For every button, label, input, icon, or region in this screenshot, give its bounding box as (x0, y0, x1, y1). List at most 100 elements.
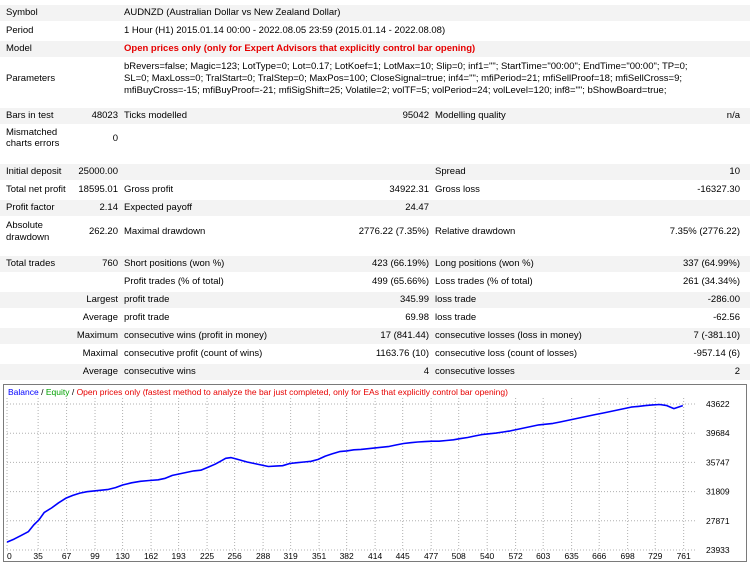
chart-grid (6, 398, 697, 551)
test-report: Symbol AUDNZD (Australian Dollar vs New … (0, 5, 750, 380)
largest-loss-value: -286.00 (707, 294, 740, 305)
x-tick-label: 603 (536, 551, 550, 561)
parameters-line-1: bRevers=false; Magic=123; LotType=0; Lot… (124, 61, 688, 72)
x-tick-label: 540 (480, 551, 494, 561)
average-loss-value: -62.56 (713, 312, 740, 323)
short-positions-label: Short positions (won %) (124, 258, 225, 269)
x-tick-label: 256 (228, 551, 242, 561)
average-loss-label: loss trade (435, 312, 477, 323)
x-tick-label: 130 (115, 551, 129, 561)
long-positions-value: 337 (64.99%) (682, 258, 740, 269)
max-wins-label: consecutive wins (profit in money) (124, 330, 268, 341)
row-largest: Largest profit trade 345.99 loss trade -… (0, 292, 750, 308)
avg-cons-label: Average (82, 366, 118, 377)
legend-equity: Equity (46, 387, 70, 397)
x-tick-label: 761 (677, 551, 691, 561)
gross-profit-value: 34922.31 (389, 184, 429, 195)
x-tick-label: 666 (592, 551, 606, 561)
long-positions-label: Long positions (won %) (435, 258, 534, 269)
expected-payoff-label: Expected payoff (124, 202, 192, 213)
mismatch-value: 0 (112, 133, 118, 144)
row-maximal: Maximal consecutive profit (count of win… (0, 346, 750, 362)
row-period: Period 1 Hour (H1) 2015.01.14 00:00 - 20… (0, 23, 750, 39)
max-cons-profit-label: consecutive profit (count of wins) (124, 348, 263, 359)
abs-drawdown-value: 262.20 (88, 226, 118, 237)
x-tick-label: 35 (33, 551, 43, 561)
row-drawdown: Absolute drawdown 262.20 Maximal drawdow… (0, 218, 750, 246)
row-maximum: Maximum consecutive wins (profit in mone… (0, 328, 750, 344)
row-mismatch: Mismatched charts errors 0 (0, 126, 750, 152)
row-average-consecutive: Average consecutive wins 4 consecutive l… (0, 364, 750, 380)
y-tick-label: 27871 (706, 516, 730, 526)
x-tick-label: 288 (256, 551, 270, 561)
max-drawdown-label: Maximal drawdown (124, 226, 206, 237)
row-average: Average profit trade 69.98 loss trade -6… (0, 310, 750, 326)
loss-trades-value: 261 (34.34%) (682, 276, 740, 287)
period-label: Period (6, 25, 34, 36)
profit-trades-value: 499 (65.66%) (371, 276, 429, 287)
row-profit-trades: Profit trades (% of total) 499 (65.66%) … (0, 274, 750, 290)
model-value: Open prices only (only for Expert Adviso… (124, 43, 476, 54)
x-tick-label: 698 (621, 551, 635, 561)
balance-chart-svg: 43622 39684 35747 31809 27871 23933 0 35 67 99 13… (3, 384, 747, 562)
quality-value: n/a (726, 110, 740, 121)
largest-label: Largest (86, 294, 118, 305)
max-cons-loss-label: consecutive loss (count of losses) (435, 348, 578, 359)
avg-losses-value: 2 (734, 366, 740, 377)
largest-profit-value: 345.99 (399, 294, 429, 305)
legend-balance: Balance (8, 387, 39, 397)
gross-loss-label: Gross loss (435, 184, 480, 195)
x-tick-label: 162 (144, 551, 158, 561)
total-trades-value: 760 (102, 258, 118, 269)
max-losses-value: 7 (-381.10) (693, 330, 740, 341)
y-tick-label: 39684 (706, 428, 730, 438)
ticks-value: 95042 (402, 110, 429, 121)
y-tick-label: 23933 (706, 545, 730, 555)
largest-loss-label: loss trade (435, 294, 477, 305)
maximum-label: Maximum (76, 330, 118, 341)
x-tick-label: 445 (396, 551, 410, 561)
net-profit-value: 18595.01 (78, 184, 118, 195)
profit-factor-label: Profit factor (6, 202, 55, 213)
chart-legend: Balance / Equity / Open prices only (fas… (8, 387, 508, 397)
row-net-profit: Total net profit 18595.01 Gross profit 3… (0, 182, 750, 198)
x-tick-label: 477 (424, 551, 438, 561)
max-cons-profit-value: 1163.76 (10) (375, 348, 429, 359)
y-tick-label: 43622 (706, 399, 730, 409)
gross-loss-value: -16327.30 (697, 184, 740, 195)
profit-trades-label: Profit trades (% of total) (124, 276, 224, 287)
max-losses-label: consecutive losses (loss in money) (435, 330, 582, 341)
rel-drawdown-label: Relative drawdown (435, 226, 516, 237)
row-model: Model Open prices only (only for Expert … (0, 41, 750, 57)
x-tick-label: 508 (452, 551, 466, 561)
balance-chart: 43622 39684 35747 31809 27871 23933 0 35 67 99 13… (3, 384, 747, 562)
max-cons-loss-value: -957.14 (6) (693, 348, 740, 359)
bars-label: Bars in test (6, 110, 54, 121)
total-trades-label: Total trades (6, 258, 56, 269)
x-tick-label: 572 (509, 551, 523, 561)
profit-factor-value: 2.14 (99, 202, 119, 213)
bars-value: 48023 (91, 110, 118, 121)
symbol-label: Symbol (6, 7, 38, 18)
row-bars: Bars in test 48023 Ticks modelled 95042 … (0, 108, 750, 124)
x-tick-label: 0 (7, 551, 12, 561)
chart-series (6, 403, 684, 543)
x-tick-label: 319 (284, 551, 298, 561)
ticks-label: Ticks modelled (124, 110, 188, 121)
deposit-label: Initial deposit (6, 166, 62, 177)
parameters-label: Parameters (6, 73, 56, 84)
legend-note: Open prices only (fastest method to anal… (77, 387, 509, 397)
max-wins-value: 17 (841.44) (380, 330, 429, 341)
mismatch-label-1: Mismatched (6, 127, 58, 138)
parameters-line-2: SL=0; MaxLoss=0; TralStart=0; TralStep=0… (124, 73, 683, 84)
net-profit-label: Total net profit (6, 184, 66, 195)
maximal-label: Maximal (82, 348, 118, 359)
y-tick-label: 35747 (706, 457, 730, 467)
gross-profit-label: Gross profit (124, 184, 174, 195)
x-tick-label: 382 (340, 551, 354, 561)
expected-payoff-value: 24.47 (405, 202, 429, 213)
row-deposit: Initial deposit 25000.00 Spread 10 (0, 164, 750, 180)
average-label: Average (82, 312, 118, 323)
row-profit-factor: Profit factor 2.14 Expected payoff 24.47 (0, 200, 750, 216)
abs-drawdown-label-2: drawdown (6, 232, 50, 243)
